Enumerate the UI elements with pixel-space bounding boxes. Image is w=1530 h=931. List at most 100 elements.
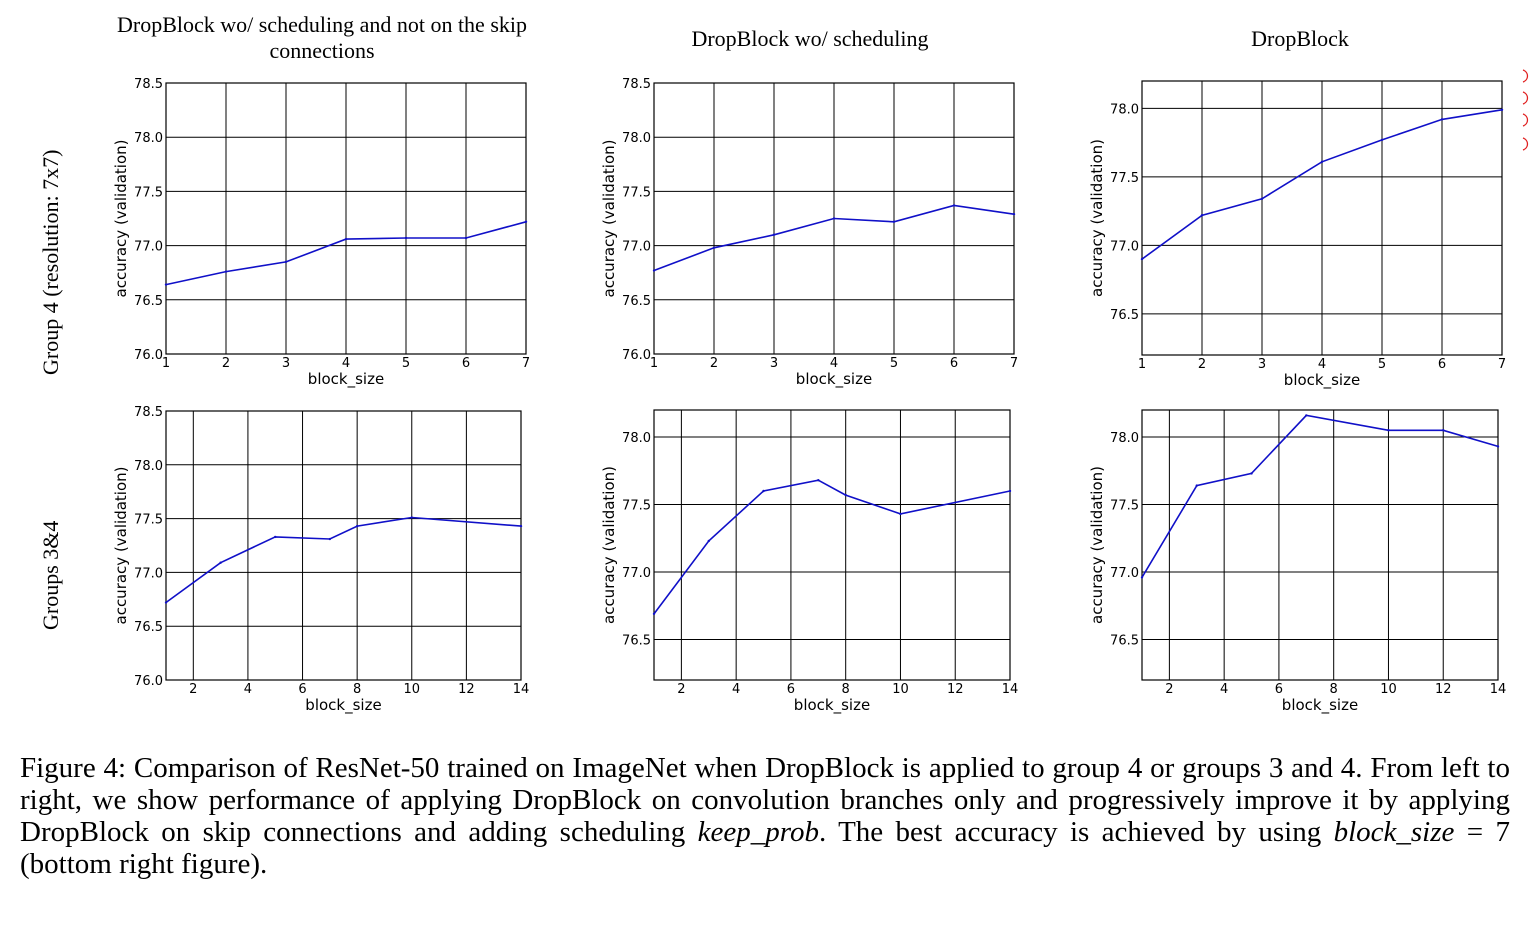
x-tick-label: 4: [732, 682, 740, 697]
y-axis-label: accuracy (validation): [1088, 139, 1106, 297]
data-point: [712, 246, 716, 249]
x-tick-label: 6: [1438, 357, 1446, 372]
data-point: [355, 524, 359, 528]
x-tick-label: 4: [342, 356, 350, 371]
data-point: [1380, 138, 1384, 142]
data-point: [1012, 212, 1016, 216]
y-axis-label: accuracy (validation): [1088, 466, 1106, 624]
y-tick-label: 77.5: [1110, 499, 1139, 514]
caption-math-keep-prob: keep_prob: [697, 816, 819, 848]
y-tick-label: 78.0: [134, 459, 163, 474]
data-point: [1387, 429, 1390, 432]
data-point: [844, 493, 847, 497]
x-axis-label: block_size: [308, 370, 384, 389]
x-tick-label: 1: [162, 356, 170, 371]
data-point: [1496, 445, 1500, 448]
x-axis-label: block_size: [1284, 371, 1360, 390]
y-tick-label: 78.0: [1110, 102, 1139, 117]
x-tick-label: 14: [1002, 682, 1019, 697]
data-point: [1250, 472, 1253, 475]
y-tick-label: 77.0: [622, 566, 651, 581]
caption-text-2: . The best accuracy is achieved by using: [818, 816, 1334, 848]
x-tick-label: 2: [189, 682, 197, 697]
x-tick-label: 2: [222, 356, 230, 371]
chart-panel-5: 2 4 6 8 10 12 14 76.5 77.0 77.5 78.0 block_size accu…: [600, 409, 1019, 715]
y-tick-label: 78.0: [134, 131, 163, 146]
data-point: [1140, 576, 1144, 579]
plot-frame: [653, 82, 1015, 355]
x-tick-label: 12: [947, 682, 964, 697]
chart-panel-4: 2 4 6 8 10 12 14 76.0 76.5 77.0 77.5 78.0 78.5 block_…: [112, 405, 529, 715]
y-axis-label: accuracy (validation): [600, 140, 618, 298]
x-tick-label: 8: [842, 682, 850, 697]
data-point: [952, 204, 956, 207]
x-tick-label: 2: [677, 682, 685, 697]
x-tick-label: 5: [1378, 357, 1386, 372]
data-point: [832, 217, 836, 220]
series-line: [1141, 414, 1499, 578]
y-tick-label: 77.0: [134, 240, 163, 255]
chart-panel-1: 1 2 3 4 5 6 7 76.0 76.5 77.0 77.5 78.0 78.5 block_siz…: [112, 77, 530, 389]
x-tick-label: 8: [1330, 682, 1338, 697]
y-tick-label: 76.0: [134, 674, 163, 689]
column-title-1: DropBlock wo/ scheduling and not on the …: [116, 12, 527, 63]
x-tick-label: 7: [522, 356, 530, 371]
x-tick-label: 6: [1275, 682, 1283, 697]
x-axis-label: block_size: [305, 696, 381, 715]
y-tick-label: 78.5: [134, 77, 163, 92]
x-tick-label: 2: [1165, 682, 1173, 697]
caption-math-block-size: block_size: [1333, 816, 1455, 848]
y-tick-label: 77.5: [134, 513, 163, 528]
data-point: [1305, 414, 1308, 417]
x-tick-label: 12: [1435, 682, 1452, 697]
x-tick-label: 7: [1010, 356, 1018, 371]
y-tick-label: 78.5: [134, 405, 163, 420]
data-point: [1442, 429, 1445, 432]
x-tick-label: 10: [892, 682, 909, 697]
y-axis-label: accuracy (validation): [600, 466, 618, 624]
x-tick-label: 4: [830, 356, 838, 371]
y-tick-label: 76.5: [1110, 634, 1139, 649]
x-tick-label: 2: [710, 356, 718, 371]
y-axis-label: accuracy (validation): [112, 467, 130, 625]
series-line: [653, 479, 1011, 615]
figure-caption: Figure 4: Comparison of ResNet-50 traine…: [20, 752, 1510, 880]
x-tick-label: 10: [1380, 682, 1397, 697]
y-tick-label: 76.0: [622, 348, 651, 363]
x-tick-label: 3: [282, 356, 290, 371]
x-tick-label: 4: [244, 682, 252, 697]
y-tick-label: 77.5: [622, 499, 651, 514]
data-point: [524, 220, 528, 223]
data-point: [224, 270, 228, 273]
y-tick-label: 76.5: [134, 620, 163, 635]
data-point: [164, 601, 168, 604]
plot-frame: [165, 82, 527, 355]
data-point: [762, 489, 765, 493]
data-point: [410, 516, 413, 519]
x-tick-label: 3: [770, 356, 778, 371]
y-tick-label: 77.0: [1110, 239, 1139, 254]
column-title-2: DropBlock wo/ scheduling: [691, 26, 929, 51]
data-point: [1200, 214, 1204, 217]
data-point: [652, 612, 656, 616]
data-point: [652, 269, 656, 272]
x-axis-label: block_size: [794, 696, 870, 715]
x-tick-label: 7: [1498, 357, 1506, 372]
data-point: [274, 535, 277, 539]
data-point: [1320, 160, 1324, 164]
data-point: [1195, 484, 1198, 487]
x-tick-label: 1: [650, 356, 658, 371]
chart-panel-3: 1 2 3 4 5 6 7 76.5 77.0 77.5 78.0 block_size accurac…: [1088, 80, 1506, 390]
chart-panel-2: 1 2 3 4 5 6 7 76.0 76.5 77.0 77.5 78.0 78.5 block_siz…: [600, 77, 1018, 389]
x-tick-label: 12: [458, 682, 475, 697]
x-tick-label: 1: [1138, 357, 1146, 372]
y-tick-label: 77.5: [622, 185, 651, 200]
y-tick-label: 77.0: [622, 240, 651, 255]
data-point: [519, 524, 523, 528]
x-axis-label: block_size: [1282, 696, 1358, 715]
data-point: [817, 479, 820, 482]
y-tick-label: 78.0: [622, 431, 651, 446]
caption-figure-label: Figure 4:: [20, 752, 127, 784]
caption-text-1: Comparison of ResNet-50 trained on Image…: [20, 752, 1510, 848]
x-tick-label: 4: [1220, 682, 1228, 697]
